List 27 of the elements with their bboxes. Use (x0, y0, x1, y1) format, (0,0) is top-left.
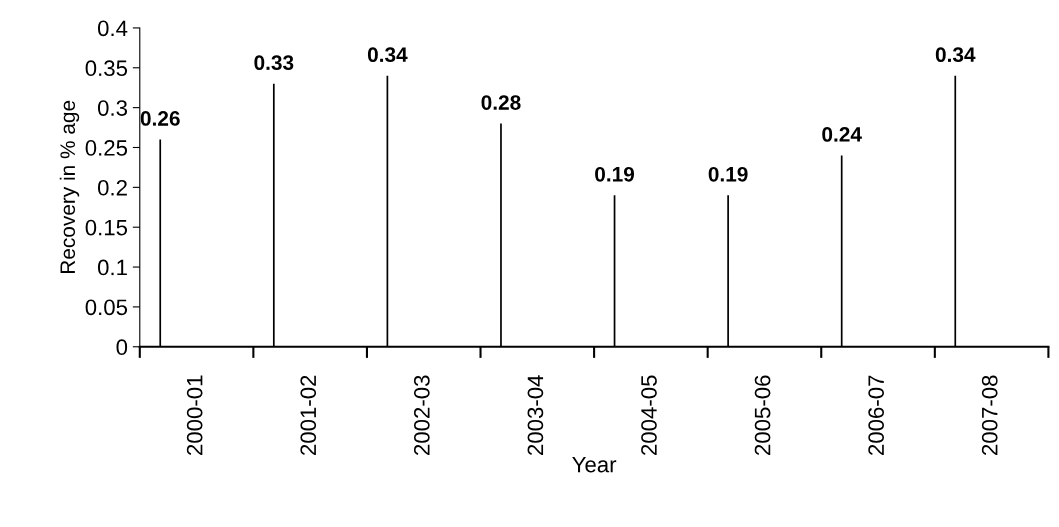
x-tick-label: 2005-06 (754, 375, 771, 455)
y-tick-label: 0.05 (85, 299, 128, 316)
y-tick-label: 0.1 (97, 259, 127, 276)
x-tick-label: 2000-01 (186, 375, 203, 455)
y-tick-label: 0.35 (85, 60, 128, 77)
data-label: 0.28 (481, 95, 521, 110)
y-tick-label: 0.15 (85, 219, 128, 236)
data-label: 0.26 (140, 111, 180, 126)
data-label: 0.19 (595, 166, 635, 182)
x-tick-label: 2007-08 (981, 375, 998, 455)
y-axis-title: Recovery in % age (59, 100, 80, 274)
y-tick-label: 0.2 (97, 179, 127, 196)
x-tick-label: 2002-03 (413, 375, 430, 455)
x-tick-label: 2006-07 (868, 375, 885, 455)
data-label: 0.34 (367, 47, 408, 63)
y-tick-label: 0.4 (97, 20, 128, 37)
data-label: 0.24 (822, 127, 862, 142)
data-label: 0.33 (254, 55, 294, 71)
x-tick-label: 2004-05 (641, 375, 657, 455)
data-label: 0.34 (935, 47, 976, 63)
y-tick-label: 0.25 (85, 140, 128, 156)
data-label: 0.19 (708, 166, 748, 182)
y-tick-label: 0.3 (97, 100, 128, 116)
x-tick-label: 2001-02 (300, 375, 317, 455)
x-tick-label: 2003-04 (527, 375, 544, 455)
x-axis-title: Year (572, 456, 617, 473)
y-tick-label: 0 (116, 339, 128, 356)
